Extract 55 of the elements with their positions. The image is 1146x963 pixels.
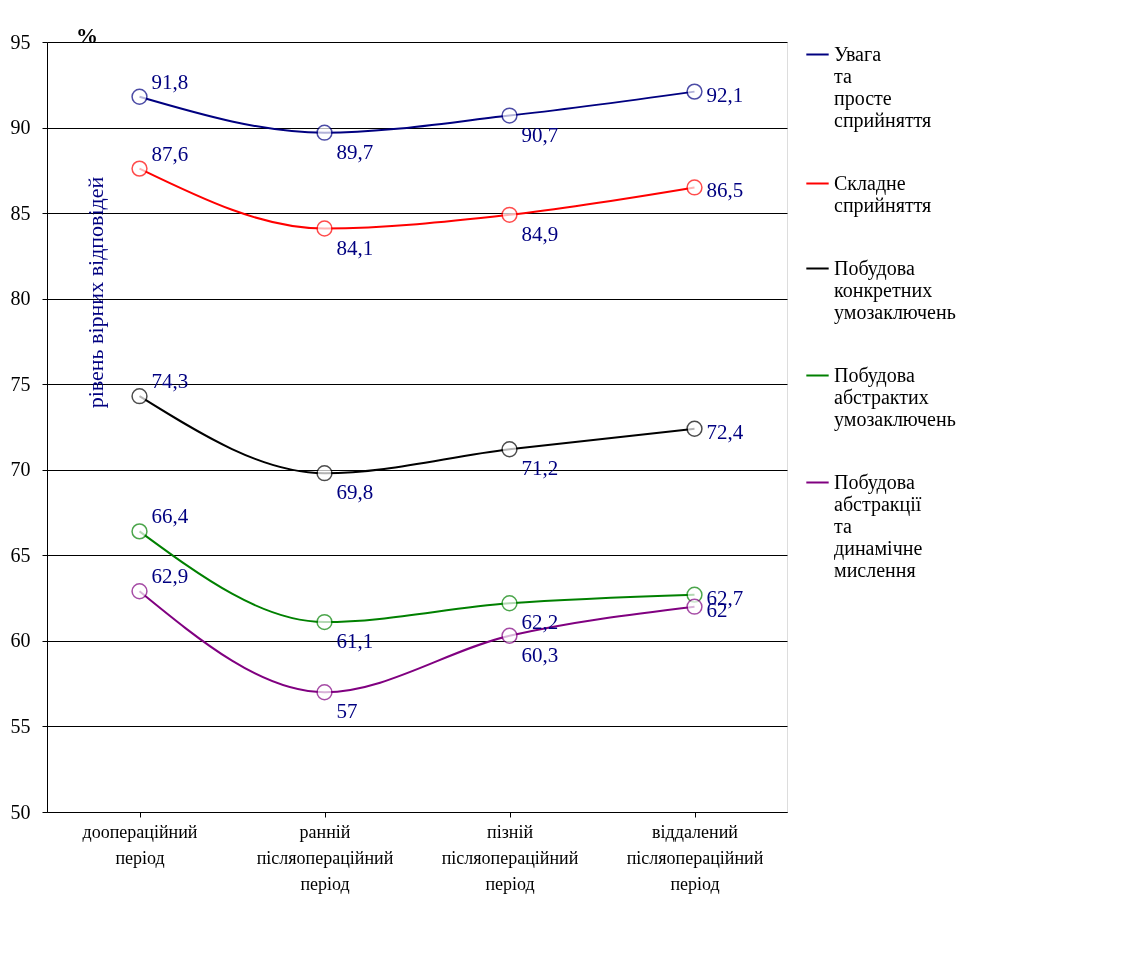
point <box>316 613 333 631</box>
point <box>131 583 148 600</box>
point <box>501 441 518 458</box>
point <box>686 83 703 100</box>
data-label: 91,8 <box>151 69 189 94</box>
point <box>501 206 518 223</box>
data-label: 84,9 <box>521 221 559 246</box>
legend-label: Побудова конкретних умозаключень <box>834 256 956 324</box>
data-label: 69,8 <box>336 480 374 505</box>
legend-label: Увага та просте сприйняття <box>834 42 932 132</box>
point <box>316 684 333 701</box>
data-label: 86,5 <box>706 178 744 203</box>
x-tick-label: віддалений післяопераційний період <box>626 821 764 894</box>
point <box>501 107 518 124</box>
legend-label: Побудова абстракції та динамічне мислення <box>834 470 923 581</box>
y-tick-label: 90 <box>10 116 31 139</box>
point <box>131 388 148 405</box>
y-tick-label: 65 <box>10 543 31 566</box>
data-label: 62,2 <box>521 610 559 635</box>
point <box>316 220 333 237</box>
data-label: 60,3 <box>521 642 559 667</box>
point <box>686 598 703 615</box>
x-tick-label: доопераційний період <box>82 821 198 868</box>
y-tick-label: 85 <box>10 201 31 224</box>
y-tick-label: 95 <box>10 30 31 53</box>
annotation: % <box>76 23 98 48</box>
point <box>686 420 703 437</box>
data-label: 90,7 <box>521 122 559 147</box>
data-label: 89,7 <box>336 139 374 164</box>
y-tick-label: 80 <box>10 287 31 310</box>
y-tick-label: 60 <box>10 629 31 652</box>
data-label: 87,6 <box>151 141 189 166</box>
point <box>316 124 333 141</box>
y-axis-title: рівень вірних відповідей <box>82 176 108 409</box>
legend-label: Складне сприйняття <box>834 171 932 217</box>
y-tick-label: 75 <box>10 372 31 395</box>
y-tick-label: 55 <box>10 714 31 737</box>
point <box>131 88 148 105</box>
y-tick-label: 50 <box>10 800 31 823</box>
point <box>686 179 703 196</box>
point <box>316 465 333 482</box>
legend-label: Побудова абстрактих умозаключень <box>834 363 956 431</box>
x-tick-label: ранній післяопераційний період <box>256 821 394 894</box>
data-label: 84,1 <box>336 235 374 260</box>
x-tick-label: пізній післяопераційний період <box>441 821 579 894</box>
data-label: 66,4 <box>151 504 189 529</box>
data-label: 72,4 <box>706 419 744 444</box>
y-tick-label: 70 <box>10 458 31 481</box>
point <box>131 160 148 177</box>
data-label: 57 <box>336 699 358 724</box>
point <box>501 595 518 612</box>
data-label: 92,1 <box>706 82 744 107</box>
data-label: 62,9 <box>151 564 189 589</box>
point <box>501 627 518 644</box>
point <box>131 523 148 540</box>
